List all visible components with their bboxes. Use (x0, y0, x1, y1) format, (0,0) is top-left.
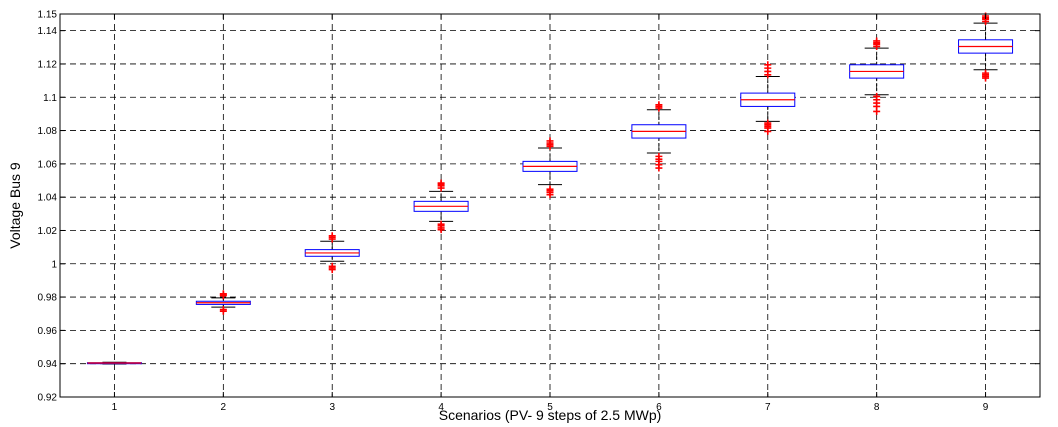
x-tick-label: 7 (765, 402, 771, 413)
box-3 (304, 232, 360, 274)
box-4 (413, 179, 469, 234)
x-tick-label: 1 (112, 402, 118, 413)
outlier-marker (764, 61, 772, 69)
outlier-marker (546, 137, 554, 145)
box-7 (740, 61, 796, 135)
box-5 (522, 137, 578, 199)
outlier-marker (546, 185, 554, 193)
box-9 (958, 12, 1014, 82)
x-axis-ticks: 1 2 3 4 5 6 7 8 9 (112, 14, 989, 413)
y-tick-label: 1 (51, 259, 57, 270)
y-tick-label: 1.08 (38, 126, 58, 137)
outlier-marker (655, 101, 663, 109)
outlier-marker (219, 290, 227, 298)
outlier-marker (328, 262, 336, 270)
x-tick-label: 9 (983, 402, 989, 413)
y-tick-label: 1.14 (38, 26, 58, 37)
y-tick-label: 1.06 (38, 159, 58, 170)
outlier-marker (873, 37, 881, 45)
box-2 (195, 290, 251, 315)
x-tick-label: 6 (656, 402, 662, 413)
y-tick-label: 1.04 (38, 193, 58, 204)
y-tick-label: 1.15 (38, 10, 58, 21)
y-tick-label: 1.02 (38, 226, 58, 237)
outlier-marker (873, 92, 881, 100)
x-tick-label: 8 (874, 402, 880, 413)
y-tick-label: 0.94 (38, 359, 58, 370)
outlier-marker (437, 179, 445, 187)
outlier-marker (982, 69, 990, 77)
y-tick-label: 1.12 (38, 59, 58, 70)
outlier-marker (764, 119, 772, 127)
box-8 (849, 37, 905, 115)
y-tick-label: 0.98 (38, 293, 58, 304)
y-axis-ticks: 0.92 0.94 0.96 0.98 1 1.02 1.04 1.06 1.08 1.1 1.12… (38, 10, 1040, 404)
y-tick-label: 0.92 (38, 393, 58, 404)
x-tick-label: 5 (547, 402, 553, 413)
x-tick-label: 4 (438, 402, 444, 413)
box-series (86, 12, 1014, 365)
y-tick-label: 0.96 (38, 326, 58, 337)
outlier-marker (437, 220, 445, 228)
box-1 (86, 361, 142, 365)
outlier-marker (655, 152, 663, 160)
y-axis-label: Voltage Bus 9 (7, 162, 23, 249)
outlier-marker (219, 306, 227, 314)
x-tick-label: 2 (221, 402, 227, 413)
x-axis-label: Scenarios (PV- 9 steps of 2.5 MWp) (439, 407, 662, 423)
x-tick-label: 3 (329, 402, 335, 413)
box-6 (631, 101, 687, 172)
outlier-marker (328, 232, 336, 240)
y-tick-label: 1.1 (43, 93, 57, 104)
